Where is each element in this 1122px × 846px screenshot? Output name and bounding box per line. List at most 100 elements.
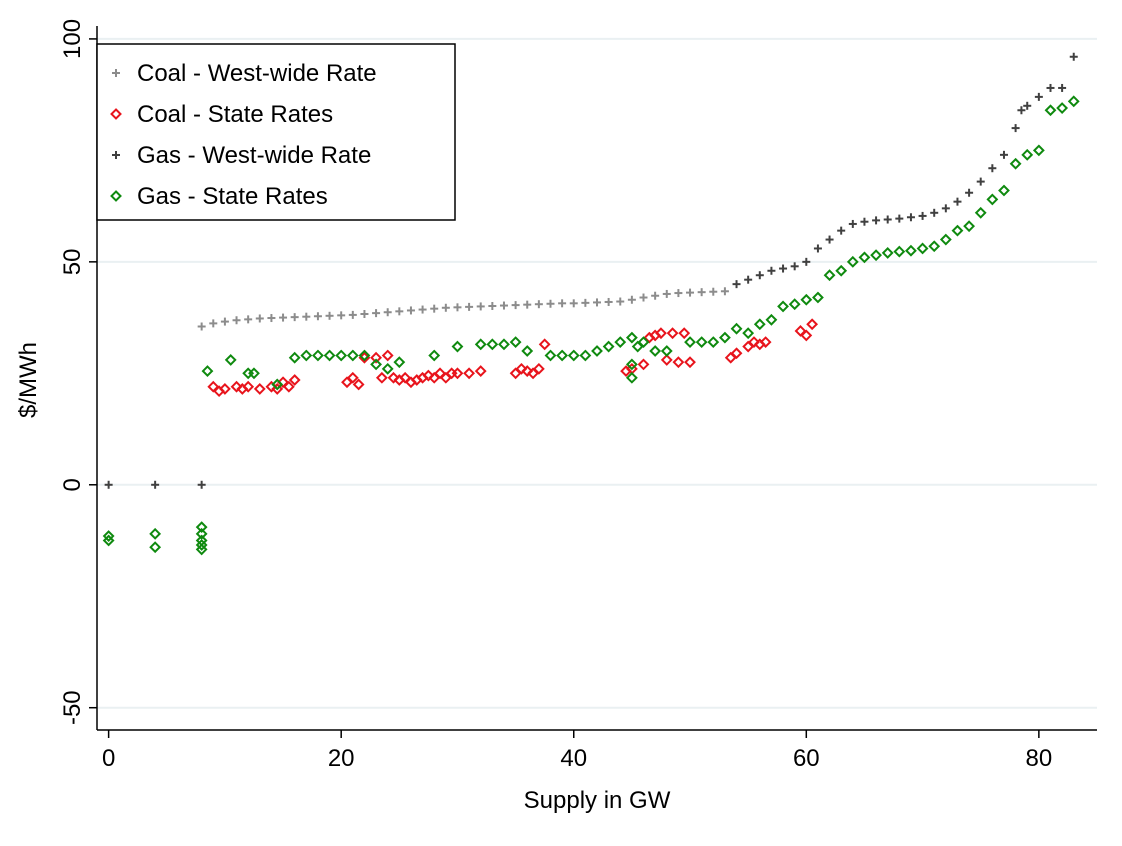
- data-point: [800, 329, 813, 342]
- data-point: [604, 297, 613, 306]
- data-point: [883, 215, 892, 224]
- data-point: [209, 319, 218, 328]
- data-point: [939, 233, 952, 246]
- data-point: [288, 374, 301, 386]
- data-point: [453, 303, 462, 312]
- x-tick-label: 40: [560, 745, 587, 772]
- data-point: [302, 312, 311, 321]
- data-point: [346, 349, 359, 362]
- data-point: [730, 347, 743, 360]
- axes: 0 20 40 60 80 -50 0 50 100: [59, 19, 1097, 772]
- gridlines: [97, 37, 1097, 709]
- data-point: [556, 349, 569, 362]
- data-point: [267, 314, 276, 323]
- data-point: [707, 336, 720, 349]
- data-point: [335, 349, 348, 362]
- data-point: [616, 297, 625, 306]
- data-point: [149, 527, 162, 540]
- data-point: [290, 313, 299, 322]
- data-point: [823, 269, 836, 282]
- data-point: [788, 298, 801, 311]
- data-point: [1021, 148, 1034, 161]
- data-point: [422, 369, 435, 382]
- data-point: [499, 301, 508, 310]
- data-point: [523, 300, 532, 309]
- data-point: [532, 362, 545, 375]
- data-point: [905, 244, 917, 257]
- data-point: [1069, 52, 1078, 61]
- data-point: [1032, 144, 1045, 157]
- y-tick-label: 100: [59, 19, 86, 59]
- data-point: [381, 349, 394, 362]
- x-tick-label: 0: [102, 745, 115, 772]
- data-point: [637, 336, 650, 349]
- data-point: [848, 219, 857, 228]
- data-point: [649, 345, 662, 357]
- data-point: [358, 349, 371, 362]
- data-point: [1067, 95, 1080, 108]
- legend-box: [96, 43, 456, 221]
- data-point: [312, 349, 324, 362]
- data-point: [742, 327, 755, 340]
- data-point: [282, 380, 295, 393]
- data-point: [538, 338, 551, 351]
- data-point: [660, 345, 673, 357]
- data-point: [474, 338, 487, 351]
- data-point: [1046, 83, 1055, 92]
- data-point: [465, 302, 474, 311]
- data-point: [195, 527, 208, 540]
- data-point: [639, 293, 648, 302]
- data-point: [986, 193, 999, 206]
- data-point: [521, 365, 534, 377]
- data-point: [988, 164, 997, 173]
- data-point: [1009, 157, 1022, 170]
- data-point: [393, 356, 406, 369]
- data-point: [370, 351, 382, 364]
- data-point: [102, 530, 115, 542]
- data-point: [730, 322, 743, 335]
- data-point: [893, 245, 906, 258]
- x-tick-label: 60: [793, 745, 820, 772]
- data-point: [627, 295, 636, 304]
- data-point: [1011, 124, 1020, 133]
- data-point: [813, 244, 822, 253]
- x-axis-title: Supply in GW: [524, 787, 671, 814]
- data-point: [625, 371, 638, 384]
- data-point: [323, 349, 336, 362]
- data-point: [313, 312, 322, 321]
- data-point: [963, 220, 976, 233]
- x-tick-label: 80: [1026, 745, 1053, 772]
- data-point: [325, 311, 334, 320]
- data-point: [279, 313, 288, 322]
- data-point: [195, 543, 208, 556]
- data-point: [195, 539, 208, 551]
- y-tick-label: 50: [59, 248, 86, 275]
- series-2: [104, 52, 1078, 489]
- data-point: [195, 521, 208, 534]
- data-point: [625, 358, 638, 371]
- data-point: [858, 251, 871, 264]
- data-point: [370, 358, 382, 371]
- data-point: [387, 371, 400, 384]
- data-point: [759, 336, 772, 349]
- data-point: [1034, 92, 1043, 101]
- data-point: [102, 534, 115, 547]
- data-point: [825, 235, 834, 244]
- data-point: [860, 217, 869, 226]
- data-point: [242, 380, 255, 393]
- data-point: [244, 315, 253, 324]
- data-point: [870, 249, 882, 262]
- data-point: [802, 257, 811, 266]
- data-point: [953, 197, 962, 206]
- data-point: [1044, 104, 1057, 117]
- data-point: [732, 280, 741, 289]
- data-point: [534, 300, 543, 309]
- data-point: [1017, 106, 1026, 115]
- series-1: [207, 318, 819, 398]
- data-point: [288, 351, 301, 364]
- data-point: [441, 303, 450, 312]
- series-0: [197, 287, 729, 331]
- data-point: [767, 266, 776, 275]
- data-point: [941, 204, 950, 213]
- data-point: [569, 299, 578, 308]
